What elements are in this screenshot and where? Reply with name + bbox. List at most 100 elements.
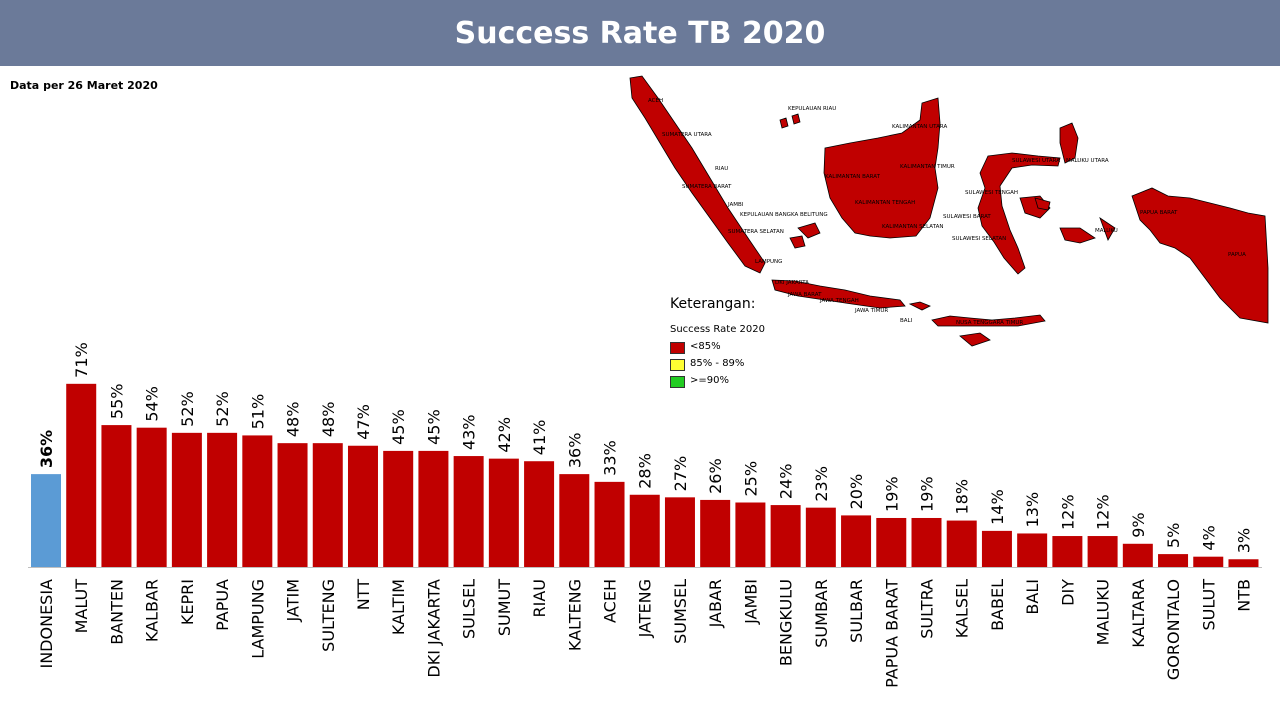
data-label: 14% [988,489,1007,525]
category-label: KALTENG [565,579,584,651]
svg-text:MALUKU UTARA: MALUKU UTARA [1066,158,1109,164]
map-region-bali-ntt [908,301,1046,347]
bar-bali [1017,533,1048,567]
legend-swatch-yellow [670,359,685,371]
svg-text:PAPUA: PAPUA [1228,252,1246,258]
bar-kalbar [136,427,167,567]
data-label: 23% [812,466,831,502]
category-label: SULTRA [918,579,937,639]
svg-text:JAMBI: JAMBI [727,202,744,208]
category-label: JAMBI [741,579,760,625]
data-label: 36% [565,433,584,469]
data-label: 24% [777,464,796,500]
bar-chart: 36% INDONESIA 71% MALUT 55% BANTEN 54% KALBAR 52… [28,342,1262,688]
bar-sulsel [453,456,484,567]
svg-text:SUMATERA UTARA: SUMATERA UTARA [662,132,712,138]
category-label: SULSEL [460,579,479,639]
category-label: GORONTALO [1164,579,1183,680]
data-label: 48% [284,402,303,438]
legend-subtitle: Success Rate 2020 [670,324,765,335]
bar-babel [981,530,1012,567]
category-label: INDONESIA [37,579,56,669]
data-label: 45% [389,409,408,445]
bar-papua [207,432,238,567]
bar-banten [101,425,132,567]
bar-bengkulu [770,505,801,567]
map-labels: ACEH SUMATERA UTARA RIAU SUMATERA BARAT … [648,98,1246,326]
data-label: 36% [37,430,56,468]
category-label: ACEH [601,579,620,623]
bar-ntb [1228,559,1259,567]
data-label: 13% [1023,492,1042,528]
category-label: MALUT [72,579,91,634]
map-legend: Keterangan: Success Rate 2020 <85% 85% -… [670,296,765,390]
category-label: SULBAR [847,579,866,643]
data-label: 9% [1129,512,1148,537]
svg-text:KALIMANTAN TIMUR: KALIMANTAN TIMUR [900,164,955,170]
data-label: 27% [671,456,690,492]
bar-riau [524,461,555,567]
bar-aceh [594,481,625,567]
legend-swatch-red [670,342,685,354]
svg-text:KEPULAUAN BANGKA BELITUNG: KEPULAUAN BANGKA BELITUNG [740,212,828,218]
data-label: 51% [248,394,267,430]
data-label: 55% [107,384,126,420]
svg-text:SULAWESI TENGAH: SULAWESI TENGAH [965,190,1018,196]
category-label: KALTARA [1129,579,1148,648]
bar-jateng [629,494,660,567]
bar-jatim [277,443,308,567]
bar-sultra [911,517,942,567]
data-label: 42% [495,417,514,453]
svg-text:SULAWESI UTARA: SULAWESI UTARA [1012,158,1060,164]
bar-dki-jakarta [418,450,449,567]
data-label: 25% [741,461,760,497]
data-label: 19% [882,476,901,512]
data-label: 52% [178,391,197,427]
category-label: SUMUT [495,579,514,636]
legend-title: Keterangan: [670,296,756,312]
legend-label: >=90% [690,375,729,386]
data-label: 5% [1164,523,1183,548]
data-label: 48% [319,402,338,438]
data-label: 43% [460,414,479,450]
bar-sulteng [312,443,343,567]
bar-sumsel [664,497,695,567]
category-label: KALBAR [143,579,162,642]
bar-indonesia [31,474,61,567]
map-region-sumatra [629,75,766,274]
category-label: NTB [1234,579,1253,612]
category-label: KALTIM [389,579,408,635]
data-label: 18% [953,479,972,515]
bar-jambi [735,502,766,567]
category-label: SUMSEL [671,579,690,644]
svg-text:SUMATERA SELATAN: SUMATERA SELATAN [728,229,784,235]
category-label: KEPRI [178,579,197,625]
data-label: 4% [1199,525,1218,550]
bar-diy [1052,536,1083,567]
category-label: DKI JAKARTA [424,579,443,678]
bar-sulbar [841,515,872,567]
legend-item-85-89: 85% - 89% [670,356,765,373]
legend-item-below-85: <85% [670,339,765,356]
svg-text:KALIMANTAN UTARA: KALIMANTAN UTARA [892,124,947,130]
category-label: BENGKULU [777,579,796,666]
data-label: 33% [601,440,620,476]
svg-text:LAMPUNG: LAMPUNG [755,259,782,265]
category-label: BALI [1023,579,1042,615]
data-label: 26% [706,458,725,494]
data-label: 52% [213,391,232,427]
bar-sulut [1193,556,1224,567]
svg-text:KALIMANTAN BARAT: KALIMANTAN BARAT [825,174,881,180]
svg-text:MALUKU: MALUKU [1095,228,1118,234]
category-label: JABAR [706,579,725,628]
svg-text:JAWA BARAT: JAWA BARAT [787,292,822,298]
svg-text:JAWA TENGAH: JAWA TENGAH [819,298,859,304]
data-label: 45% [424,409,443,445]
data-label: 47% [354,404,373,440]
legend-items: <85% 85% - 89% >=90% [670,339,765,390]
svg-text:DKI JAKARTA: DKI JAKARTA [775,280,809,286]
category-label: PAPUA BARAT [882,579,901,688]
indonesia-map: ACEH SUMATERA UTARA RIAU SUMATERA BARAT … [629,75,1269,347]
category-label: DIY [1058,579,1077,606]
data-label: 41% [530,420,549,456]
